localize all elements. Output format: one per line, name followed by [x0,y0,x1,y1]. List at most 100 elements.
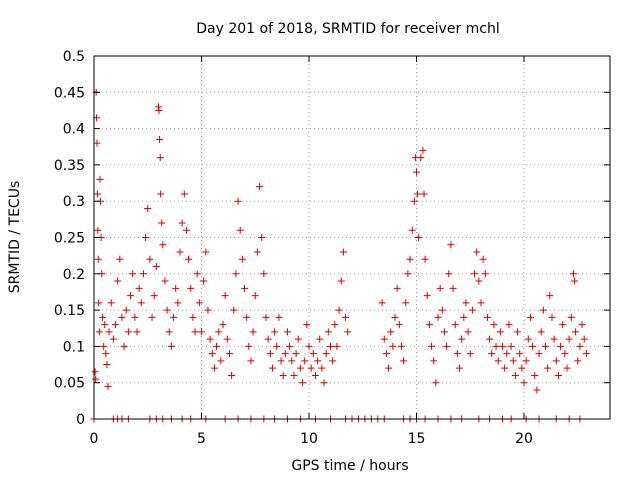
data-point [198,328,205,336]
data-point [496,328,504,336]
data-point [576,342,584,350]
data-point [408,226,416,234]
data-point [238,255,246,263]
data-point [157,190,165,198]
data-point [92,375,100,383]
y-tick-label: 0.2 [63,267,85,283]
data-point [417,154,425,162]
data-point [440,328,448,336]
data-point [303,321,311,329]
data-point [421,255,429,263]
data-point [284,328,291,336]
data-point [571,277,579,285]
data-point [449,284,457,292]
data-point [135,284,143,292]
data-point [425,321,433,329]
data-point [266,350,274,358]
data-point [234,197,242,205]
data-point [202,248,210,256]
data-point [256,183,264,191]
data-point [206,335,214,343]
data-point [569,270,577,278]
data-point [436,284,444,292]
data-point [155,106,163,114]
data-point [397,342,405,350]
data-point [193,270,201,278]
data-point [95,328,103,336]
data-point [271,328,279,336]
data-point [131,313,139,321]
data-point [118,313,126,321]
data-point [404,270,412,278]
data-point [533,386,541,394]
data-point [565,335,573,343]
y-tick-label: 0.5 [63,49,85,65]
data-point [499,342,506,350]
data-point [572,328,580,336]
data-point [150,292,158,300]
data-point [329,357,337,365]
data-point [262,313,270,321]
data-point [550,335,558,343]
data-point [243,313,251,321]
data-point [339,248,347,256]
data-point [217,357,225,365]
data-point [580,335,588,343]
data-point [447,241,455,249]
data-point [228,371,236,379]
data-point [170,313,178,321]
data-point [139,270,147,278]
data-point [419,146,427,154]
data-point [307,364,315,372]
data-point [305,342,313,350]
data-point [445,270,453,278]
data-point [415,234,423,241]
data-point [438,306,446,314]
data-point [124,328,132,336]
data-point [122,306,130,314]
data-point [156,135,164,143]
data-point [473,248,481,256]
data-point [578,321,586,329]
data-point [91,368,99,376]
data-point [535,350,543,358]
data-point [481,270,489,278]
data-point [546,292,554,300]
data-point [279,371,287,379]
data-point [299,379,307,387]
data-point [471,270,479,278]
data-point [174,299,182,307]
data-point [460,313,468,321]
data-point [464,328,472,336]
data-point [268,364,276,372]
data-point [294,335,302,343]
data-point [414,190,422,198]
y-tick-label: 0.15 [54,303,85,319]
data-point [324,328,332,336]
x-tick-label: 10 [300,431,318,447]
data-point [385,364,393,372]
data-point [311,371,319,379]
data-point [539,306,547,314]
data-point [137,299,145,307]
data-point [453,350,461,358]
data-point [490,321,498,329]
data-point [333,342,341,350]
data-point [116,255,124,263]
data-point [292,350,300,358]
data-point [475,277,483,285]
data-point [213,342,221,350]
data-point [200,277,208,285]
data-point [522,357,530,365]
data-point [544,364,552,372]
data-point [574,357,582,365]
data-point [492,342,500,350]
data-point [187,284,195,292]
data-point [402,299,410,307]
data-point [249,328,257,336]
data-point [103,361,111,369]
data-point [96,175,104,183]
data-point [230,306,238,314]
y-tick-label: 0.45 [54,85,85,101]
data-point [99,313,107,321]
